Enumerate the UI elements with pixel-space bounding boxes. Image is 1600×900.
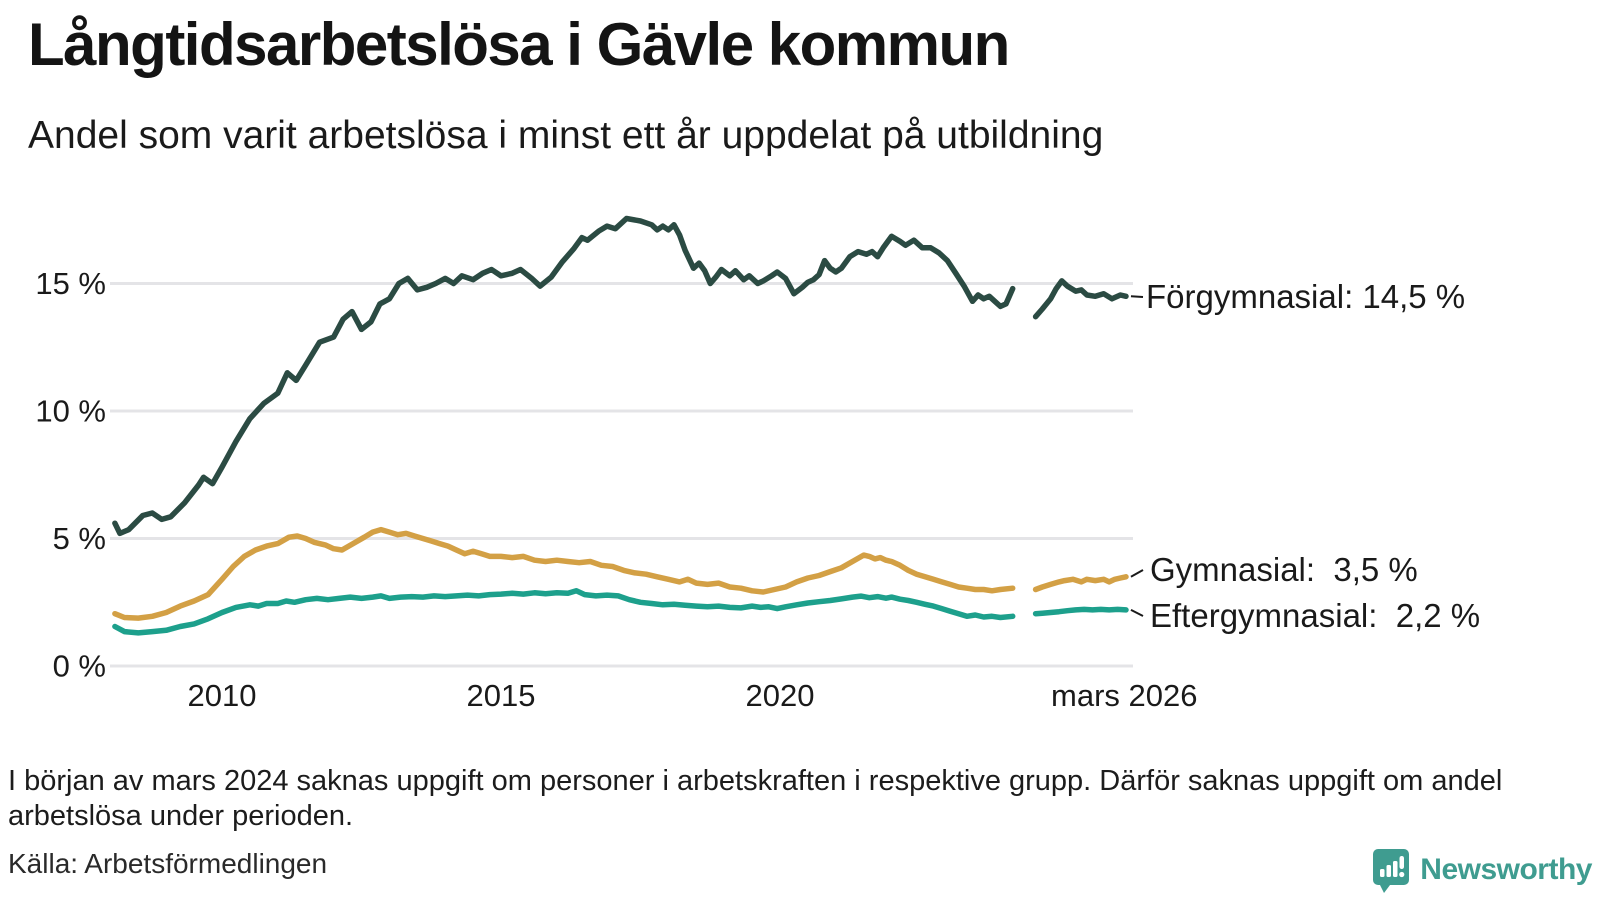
x-tick-label-mars-2026: mars 2026 xyxy=(1051,678,1197,713)
frgymnasial-line-segment-2 xyxy=(1032,278,1129,320)
callout-connectors xyxy=(1130,295,1144,617)
gymnasial-line-segment-2 xyxy=(1032,574,1129,593)
x-tick-label-2020: 2020 xyxy=(746,678,815,713)
y-tick-label-5: 5 % xyxy=(53,521,106,556)
x-tick-label-2010: 2010 xyxy=(188,678,257,713)
y-axis-labels: 0 % 5 % 10 % 15 % xyxy=(35,266,106,684)
callout-forgymnasial: Förgymnasial: 14,5 % xyxy=(1146,278,1466,315)
gymnasial-line-segment-1 xyxy=(112,526,1016,621)
newsworthy-logo-icon xyxy=(1373,849,1410,893)
eftergymnasial-callout-connector xyxy=(1130,609,1144,617)
frgymnasial-callout-connector xyxy=(1130,295,1144,298)
page-subtitle: Andel som varit arbetslösa i minst ett å… xyxy=(28,114,1104,157)
source-text: Källa: Arbetsförmedlingen xyxy=(8,848,328,879)
newsworthy-logo-text: Newsworthy xyxy=(1420,853,1592,886)
gymnasial-callout-connector xyxy=(1130,569,1144,578)
newsworthy-branding: Newsworthy xyxy=(1340,845,1592,895)
eftergymnasial-line-segment-1 xyxy=(112,588,1016,636)
callout-eftergymnasial: Eftergymnasial: 2,2 % xyxy=(1150,597,1481,634)
gridlines xyxy=(110,282,1133,668)
page-title: Långtidsarbetslösa i Gävle kommun xyxy=(28,11,1010,78)
y-tick-label-15: 15 % xyxy=(35,266,106,301)
y-tick-label-10: 10 % xyxy=(35,394,106,429)
x-axis-labels: 2010 2015 2020 mars 2026 xyxy=(188,678,1198,713)
footnote-text: I början av mars 2024 saknas uppgift om … xyxy=(8,765,1503,832)
x-tick-label-2015: 2015 xyxy=(467,678,536,713)
y-tick-label-0: 0 % xyxy=(53,649,106,684)
eftergymnasial-line-segment-2 xyxy=(1032,606,1129,617)
frgymnasial-line-segment-1 xyxy=(112,215,1016,537)
series-lines xyxy=(112,215,1129,636)
callout-gymnasial: Gymnasial: 3,5 % xyxy=(1150,551,1418,588)
